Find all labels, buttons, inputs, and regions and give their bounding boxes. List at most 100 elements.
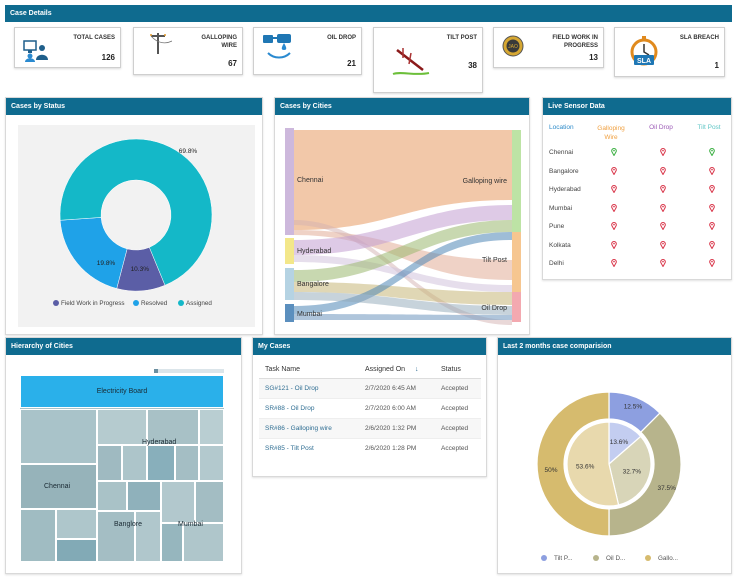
comparison-legend-item[interactable]: Tilt P... [554,555,573,562]
table-row[interactable]: SR#86 - Galloping wire 2/6/2020 1:32 PM Ac… [259,418,481,439]
sensor-alert-pin-icon[interactable] [709,185,715,195]
my-cases-panel: My Cases Task Name Assigned On ↓ Status … [252,337,487,477]
table-row[interactable]: SG#121 - Oil Drop 2/7/2020 6:45 AM Accepte… [259,378,481,399]
case-card-tilt-post[interactable]: TILT POST 38 [373,27,483,93]
legend-marker [178,300,184,306]
task-link[interactable]: SG#121 - Oil Drop [259,378,359,399]
sensor-alert-pin-icon[interactable] [611,240,617,251]
task-link[interactable]: SR#85 - Tilt Post [259,438,359,458]
sensor-alert-pin-icon[interactable] [660,148,666,158]
sensor-alert-pin-icon[interactable] [660,240,666,251]
treemap-hyderabad[interactable]: Hyderabad [97,409,224,481]
treemap-root-electricity-board[interactable]: Electricity Board [20,375,224,408]
case-card-field-work-in-progress[interactable]: JAO FIELD WORK IN PROGRESS 13 [493,27,604,68]
oil-drop-icon [262,31,294,63]
treemap-cell [20,509,56,562]
cities-sankey-chart [285,128,521,325]
task-link[interactable]: SR#88 - Oil Drop [259,398,359,419]
col-assigned-on[interactable]: Assigned On ↓ [359,361,435,379]
treemap-cell [56,539,97,562]
treemap-cell [97,445,122,481]
status-slice-resolved[interactable] [59,217,128,289]
sensor-alert-pin-icon[interactable] [660,259,666,269]
sensor-location: Bangalore [549,167,579,175]
sensor-alert-pin-icon[interactable] [611,203,617,214]
status-cell: Accepted [435,378,481,399]
comparison-data-label: 37.5% [658,485,677,492]
sensor-ok-pin-icon[interactable] [709,148,715,158]
sensor-alert-pin-icon[interactable] [611,222,617,232]
comparison-slice-0-1[interactable] [608,412,682,537]
node-mumbai [285,304,294,322]
task-link[interactable]: SR#86 - Galloping wire [259,418,359,439]
sensor-alert-pin-icon[interactable] [611,259,617,269]
case-card-oil-drop[interactable]: OIL DROP 21 [253,27,362,75]
case-card-value: 126 [101,53,115,62]
sankey-label-tilt: Tilt Post [481,257,507,264]
sensor-alert-pin-icon[interactable] [709,166,715,177]
case-card-total-cases[interactable]: TOTAL CASES 126 [14,27,121,68]
treemap-scrollbar[interactable] [154,369,224,373]
status-legend-item[interactable]: Assigned [186,300,212,307]
treemap-cell [161,523,183,562]
treemap-cell [122,445,147,481]
comparison-legend-item[interactable]: Oil D... [606,555,625,562]
node-galloping [512,130,521,240]
treemap-mumbai[interactable]: Mumbai [161,481,224,562]
sensor-alert-pin-icon[interactable] [660,185,666,195]
col-task-name[interactable]: Task Name [259,361,359,379]
case-details-header: Case Details [5,5,732,22]
treemap-banglore[interactable]: Banglore [97,481,161,562]
treemap-label-hyderabad: Hyderabad [142,439,177,446]
case-card-galloping-wire[interactable]: GALLOPING WIRE 67 [133,27,243,75]
sensor-alert-pin-icon[interactable] [709,222,715,232]
live-sensor-panel: Live Sensor Data Location Galloping Wire… [542,97,732,280]
flow-bangalore-tilt [294,282,512,305]
sensor-alert-pin-icon[interactable] [611,185,617,195]
sensor-alert-pin-icon[interactable] [709,240,715,251]
sensor-alert-pin-icon[interactable] [660,166,666,177]
treemap-cell [127,481,161,511]
comparison-data-label: 12.5% [624,403,643,410]
cases-by-cities-panel: Cases by Cities Chennai Hyderabad Bangal… [274,97,530,335]
comparison-panel: Last 2 months case comparision 12.5% 37.5… [497,337,732,574]
flow-mumbai-galloping [294,232,512,314]
tilt-post-icon [389,40,433,82]
comparison-legend-item[interactable]: Gallo... [658,555,678,562]
status-chart-area: 10.3% 19.8% 69.8% Field Work in Progress Res… [18,125,255,327]
sort-down-arrow-icon[interactable]: ↓ [415,366,419,373]
legend-marker [541,555,547,561]
case-card-sla-breach[interactable]: SLA SLA BREACH 1 [614,27,725,77]
treemap-cell [199,445,224,481]
sensor-alert-pin-icon[interactable] [709,203,715,214]
node-oil [512,292,521,322]
sensor-row: Mumbai [543,203,733,222]
sensor-alert-pin-icon[interactable] [611,166,617,177]
case-card-value: 67 [228,59,237,68]
comparison-data-label: 32.7% [623,468,642,475]
sensor-alert-pin-icon[interactable] [660,222,666,232]
comparison-data-label: 13.6% [610,439,629,446]
treemap-chennai[interactable]: Chennai [20,409,97,562]
status-slice-assigned[interactable] [59,138,213,286]
treemap-cell [56,509,97,539]
sensor-alert-pin-icon[interactable] [709,259,715,269]
sensor-alert-pin-icon[interactable] [660,203,666,214]
sensor-row: Kolkata [543,240,733,259]
legend-marker [53,300,59,306]
table-row[interactable]: SR#85 - Tilt Post 2/6/2020 1:28 PM Accepte… [259,438,481,458]
case-card-label: GALLOPING WIRE [201,35,237,49]
case-details-panel: Case Details [5,5,732,88]
status-data-label: 19.8% [97,260,116,267]
col-status[interactable]: Status [435,361,481,379]
node-tilt [512,232,521,306]
status-legend-item[interactable]: Resolved [141,300,168,307]
comparison-slice-1-2[interactable] [566,421,620,507]
status-legend-item[interactable]: Field Work in Progress [61,300,125,307]
live-sensor-header: Live Sensor Data [543,98,731,115]
sensor-ok-pin-icon[interactable] [611,148,617,158]
sankey-label-oil: Oil Drop [481,305,507,312]
comparison-slice-0-2[interactable] [536,391,610,537]
table-row[interactable]: SR#88 - Oil Drop 2/7/2020 6:00 AM Accepted [259,398,481,419]
sankey-label-galloping: Galloping wire [462,178,507,185]
